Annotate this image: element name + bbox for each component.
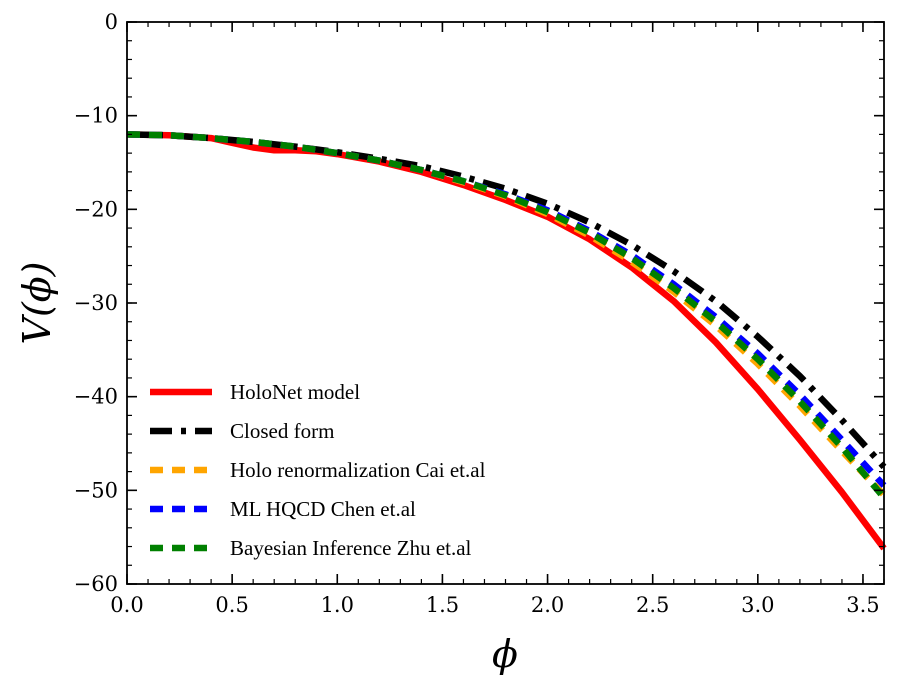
x-tick-label: 2.0 — [531, 593, 564, 617]
y-tick-label: −60 — [74, 572, 118, 596]
y-tick-label: −30 — [74, 291, 118, 315]
y-tick-label: 0 — [105, 10, 118, 34]
legend-label-2: Holo renormalization Cai et.al — [230, 458, 486, 482]
x-tick-label: 1.5 — [426, 593, 459, 617]
x-axis-title: ϕ — [492, 632, 518, 676]
x-tick-label: 3.0 — [741, 593, 774, 617]
y-axis-title: V(ϕ) — [15, 262, 59, 345]
x-tick-label: 0.0 — [110, 593, 143, 617]
y-tick-label: −20 — [74, 197, 118, 221]
y-tick-label: −50 — [74, 478, 118, 502]
series-line-4 — [126, 131, 887, 500]
y-tick-label: −10 — [74, 104, 118, 128]
series-layer — [126, 131, 887, 551]
legend-label-4: Bayesian Inference Zhu et.al — [230, 536, 472, 560]
series-line-1 — [126, 131, 887, 470]
legend-label-1: Closed form — [230, 419, 334, 443]
x-tick-label: 1.0 — [321, 593, 354, 617]
y-tick-label: −40 — [74, 385, 118, 409]
x-tick-label: 0.5 — [215, 593, 248, 617]
legend-label-3: ML HQCD Chen et.al — [230, 497, 416, 521]
x-tick-label: 3.5 — [846, 593, 879, 617]
tick-layer: 0.0 0.5 1.0 1.5 2.0 2.5 3.0 3.5 0 −10 −20 −30 −40 −50… — [74, 10, 885, 617]
legend: HoloNet model Closed form Holo renormaliza… — [150, 380, 486, 560]
legend-label-0: HoloNet model — [230, 380, 360, 404]
x-tick-label: 2.5 — [636, 593, 669, 617]
